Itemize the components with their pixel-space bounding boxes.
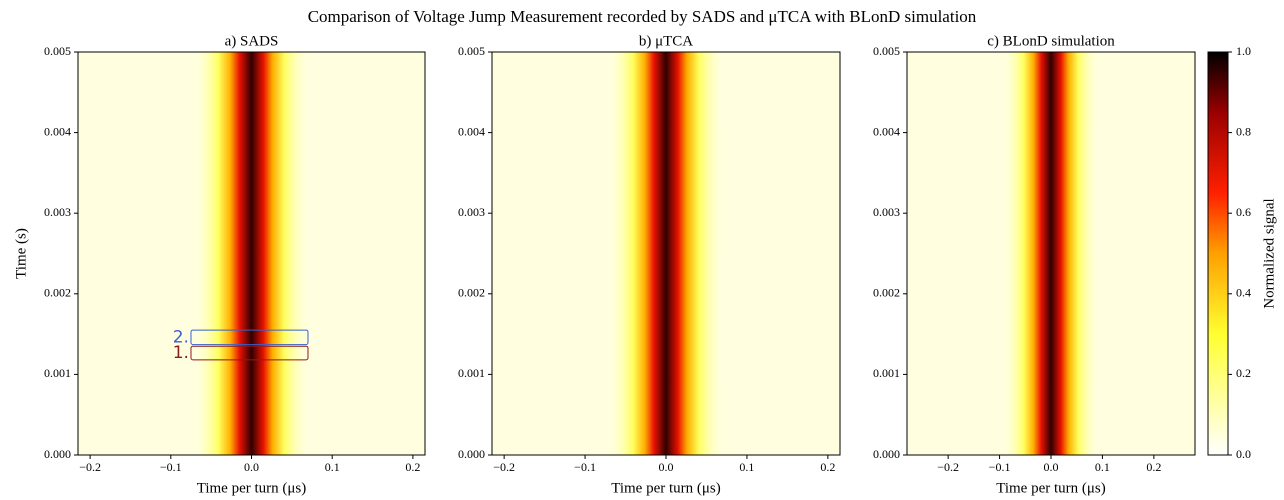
figure-title: Comparison of Voltage Jump Measurement r…: [308, 7, 977, 26]
y-tick-label: 0.000: [44, 447, 71, 461]
colorbar-tick-label: 0.6: [1236, 205, 1251, 219]
x-tick-label: 0.1: [739, 460, 754, 474]
y-tick-label: 0.001: [873, 366, 900, 380]
x-tick-label: −0.2: [937, 460, 959, 474]
y-tick-label: 0.001: [458, 366, 485, 380]
y-tick-label: 0.002: [873, 286, 900, 300]
colorbar-tick-label: 0.2: [1236, 366, 1251, 380]
colorbar-tick-label: 1.0: [1236, 44, 1251, 58]
x-tick-label: 0.2: [405, 460, 420, 474]
y-tick-label: 0.004: [44, 124, 71, 138]
heatmap-band: [192, 52, 311, 455]
x-axis-label: Time per turn (μs): [611, 480, 721, 496]
panel-title: c) BLonD simulation: [987, 33, 1115, 49]
colorbar-tick-label: 0.8: [1236, 124, 1251, 138]
x-tick-label: 0.0: [659, 460, 674, 474]
annotation-box: [190, 345, 309, 361]
x-axis-label: Time per turn (μs): [996, 480, 1106, 496]
y-tick-label: 0.001: [44, 366, 71, 380]
x-tick-label: 0.0: [1044, 460, 1059, 474]
y-tick-label: 0.003: [44, 205, 71, 219]
x-tick-label: −0.1: [574, 460, 596, 474]
y-tick-label: 0.004: [458, 124, 485, 138]
x-tick-label: 0.1: [1095, 460, 1110, 474]
x-tick-label: −0.2: [493, 460, 515, 474]
colorbar: [1207, 51, 1229, 456]
x-axis-label: Time per turn (μs): [197, 480, 307, 496]
panel-title: a) SADS: [225, 33, 279, 49]
y-tick-label: 0.003: [458, 205, 485, 219]
heatmap-band: [1002, 52, 1100, 455]
x-tick-label: −0.2: [79, 460, 101, 474]
colorbar-tick-label: 0.4: [1236, 286, 1251, 300]
y-tick-label: 0.005: [44, 44, 71, 58]
colorbar-tick-label: 0.0: [1236, 447, 1251, 461]
y-tick-label: 0.002: [458, 286, 485, 300]
x-tick-label: −0.1: [989, 460, 1011, 474]
x-tick-label: −0.1: [160, 460, 182, 474]
y-tick-label: 0.005: [873, 44, 900, 58]
colorbar-label: Normalized signal: [1261, 198, 1277, 308]
y-tick-label: 0.000: [458, 447, 485, 461]
panel-title: b) μTCA: [639, 33, 693, 49]
y-tick-label: 0.005: [458, 44, 485, 58]
x-tick-label: 0.2: [820, 460, 835, 474]
y-tick-label: 0.004: [873, 124, 900, 138]
x-tick-label: 0.0: [244, 460, 259, 474]
x-tick-label: 0.2: [1146, 460, 1161, 474]
annotation-label: 2.: [173, 327, 189, 347]
y-tick-label: 0.003: [873, 205, 900, 219]
y-tick-label: 0.002: [44, 286, 71, 300]
annotation-box: [190, 329, 309, 346]
x-tick-label: 0.1: [325, 460, 340, 474]
heatmap-band: [606, 52, 726, 455]
y-tick-label: 0.000: [873, 447, 900, 461]
y-axis-label: Time (s): [13, 228, 29, 279]
annotation-label: 1.: [173, 343, 189, 363]
